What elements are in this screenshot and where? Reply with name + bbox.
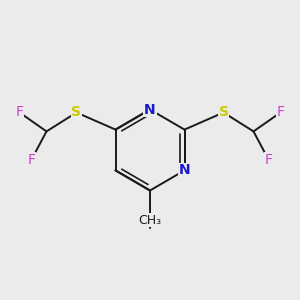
Text: F: F bbox=[265, 153, 272, 166]
Text: S: S bbox=[71, 106, 82, 119]
Text: S: S bbox=[218, 106, 229, 119]
Text: CH₃: CH₃ bbox=[138, 214, 162, 226]
Text: N: N bbox=[144, 103, 156, 116]
Text: N: N bbox=[179, 164, 190, 177]
Text: F: F bbox=[277, 106, 284, 119]
Text: F: F bbox=[16, 106, 23, 119]
Text: F: F bbox=[28, 153, 35, 166]
